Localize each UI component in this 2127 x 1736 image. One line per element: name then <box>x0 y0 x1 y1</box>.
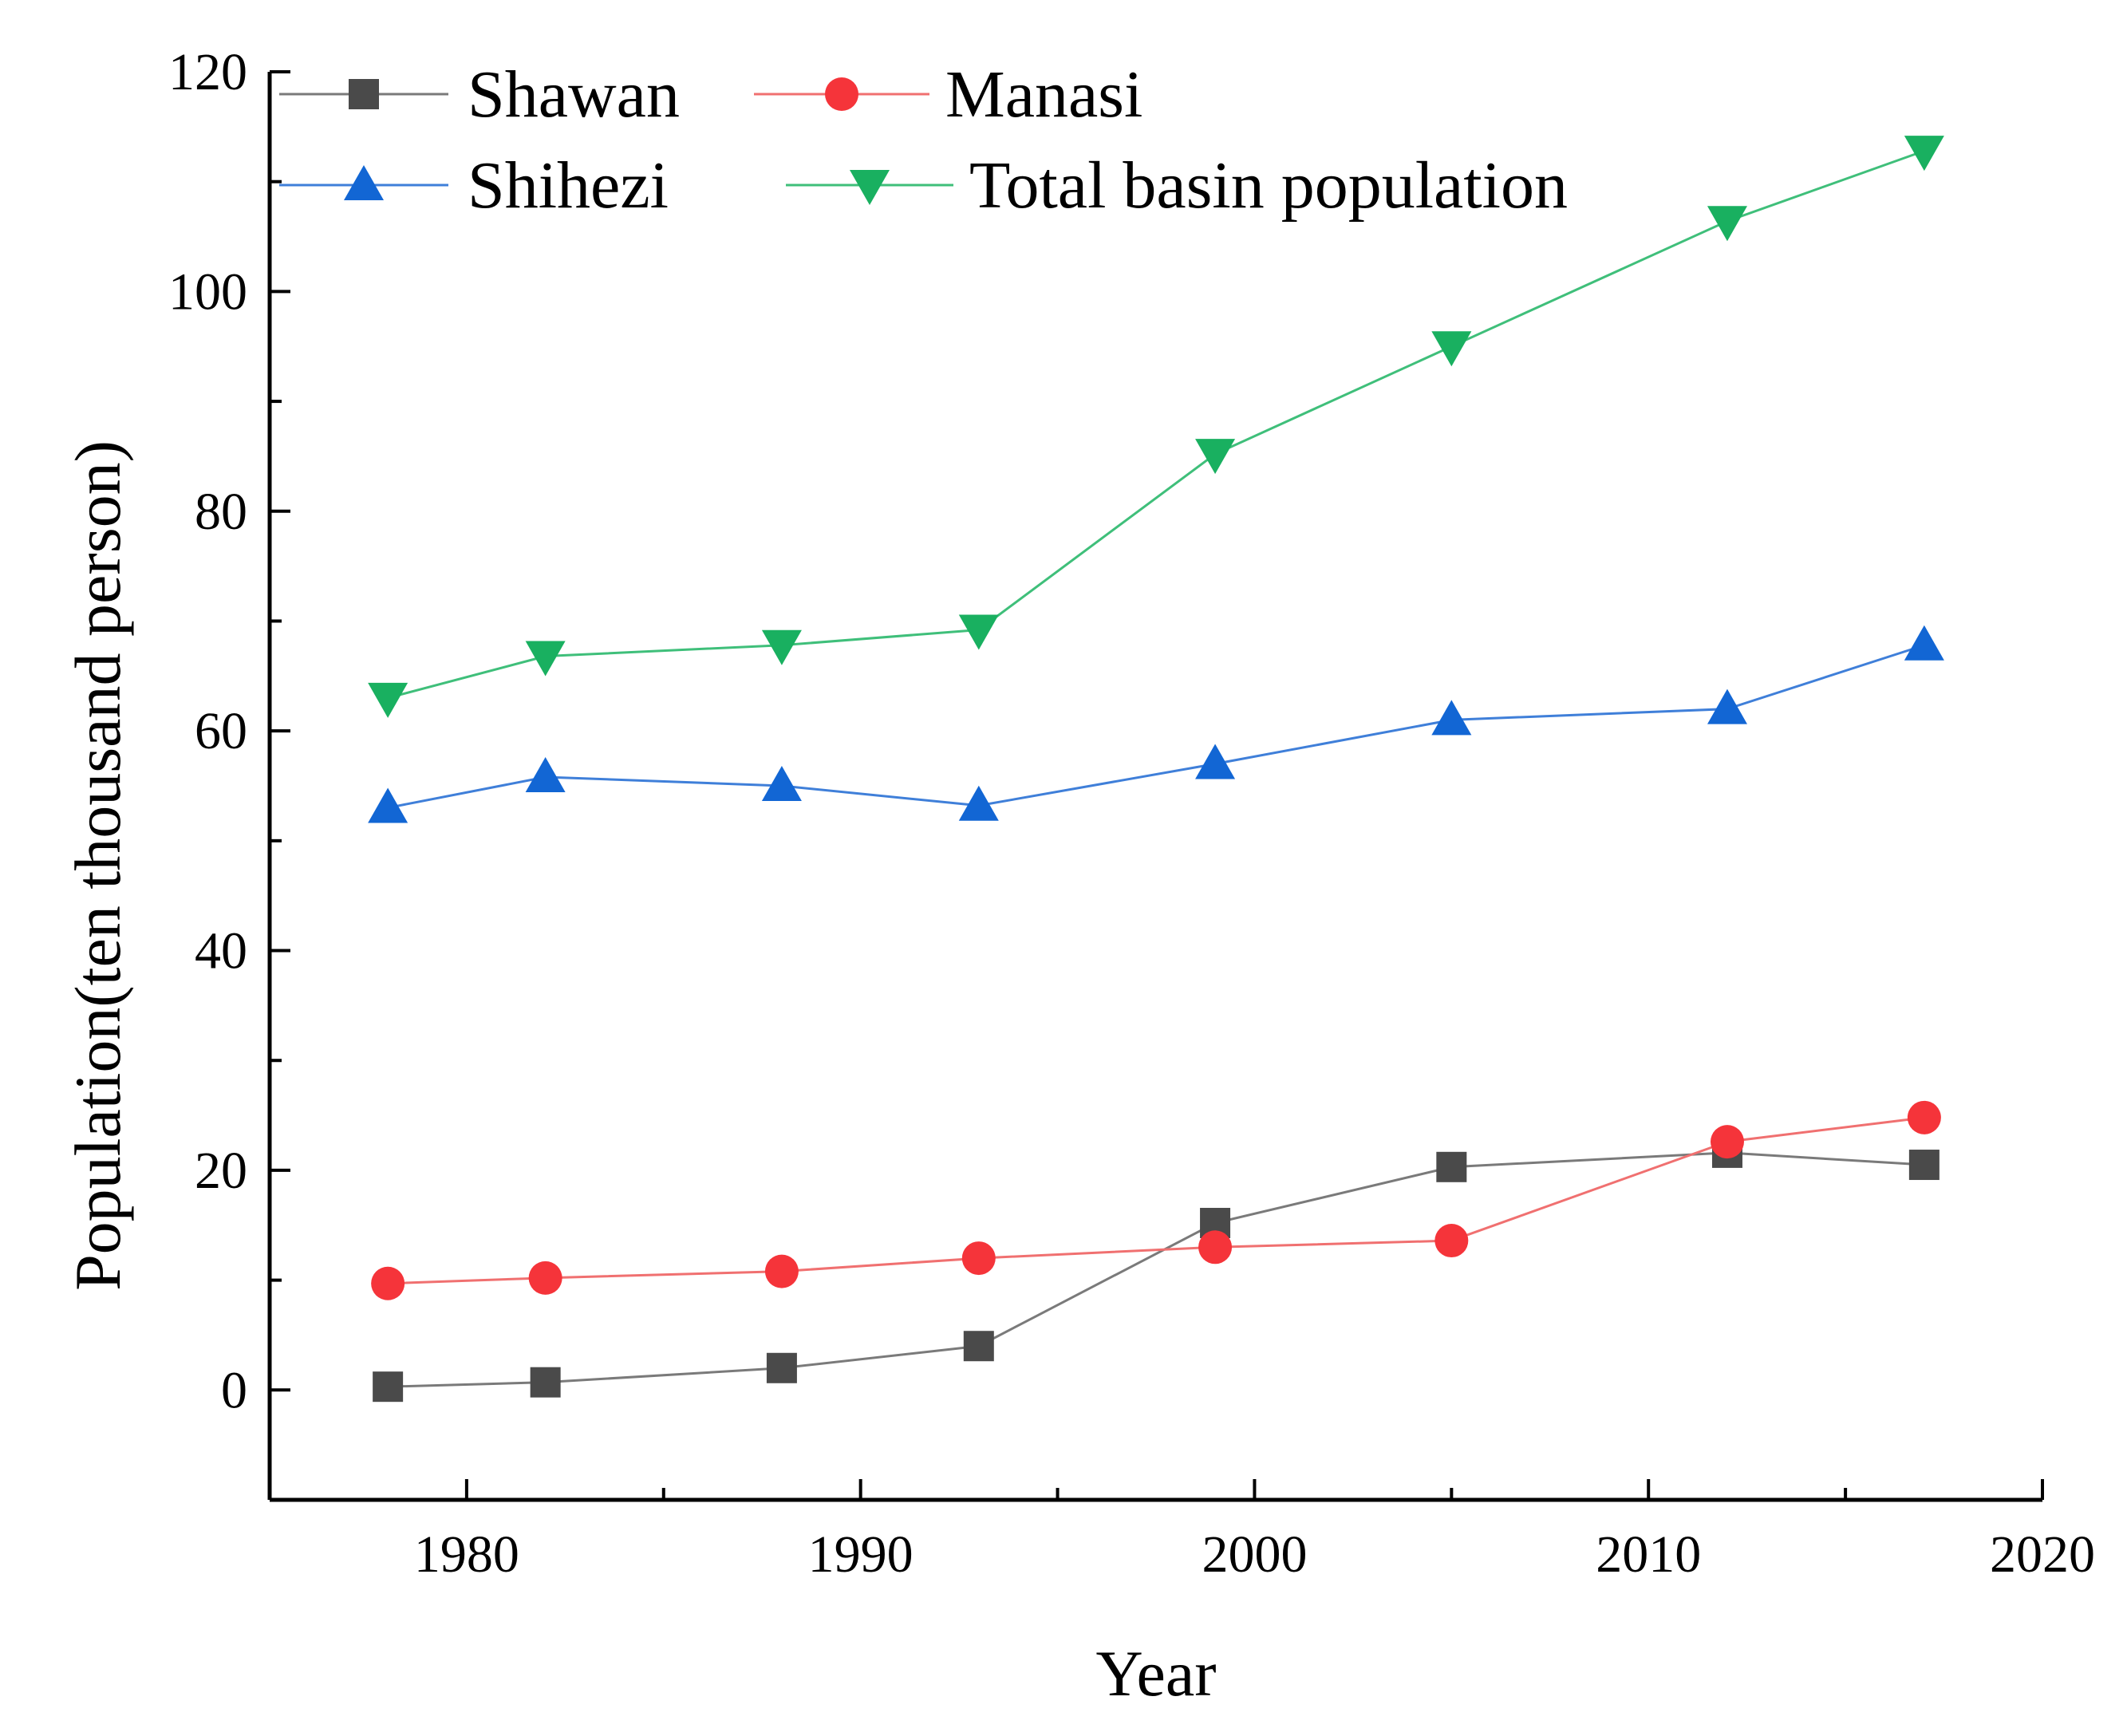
data-point-shawan <box>530 1367 561 1398</box>
y-axis-title: Population(ten thousand person) <box>61 440 134 1291</box>
legend-label: Total basin population <box>969 148 1568 223</box>
axes <box>267 72 2042 1502</box>
data-point-shihezi <box>958 785 999 821</box>
y-tick-label: 40 <box>195 922 247 980</box>
y-tick-label: 60 <box>195 702 247 760</box>
legend-label: Manasi <box>945 57 1142 132</box>
data-point-shihezi <box>525 756 566 792</box>
x-tick-label: 1990 <box>808 1525 914 1584</box>
data-point-shihezi <box>1195 744 1236 779</box>
series-line-manasi <box>388 1116 1925 1285</box>
y-tick-label: 0 <box>221 1361 247 1419</box>
data-point-shawan <box>373 1371 404 1403</box>
series-shawan <box>373 1137 1940 1403</box>
legend-marker <box>825 77 858 111</box>
series-line-shawan <box>388 1151 1924 1388</box>
data-point-shawan <box>1436 1151 1467 1182</box>
legend-marker <box>850 170 890 205</box>
data-point-manasi <box>528 1261 562 1295</box>
data-point-total-basin-population <box>1195 439 1236 475</box>
data-point-shawan <box>766 1352 797 1383</box>
data-point-total-basin-population <box>761 629 802 665</box>
data-point-manasi <box>1907 1100 1941 1134</box>
series-group <box>368 136 1944 1403</box>
legend-marker <box>344 165 384 200</box>
data-point-shihezi <box>761 766 802 801</box>
data-point-shihezi <box>1904 625 1944 661</box>
data-point-total-basin-population <box>368 682 408 718</box>
x-tick-label: 2000 <box>1202 1525 1307 1584</box>
data-point-shihezi <box>1431 700 1472 736</box>
legend-item-manasi: Manasi <box>754 57 1142 132</box>
x-tick-label: 2010 <box>1596 1525 1701 1584</box>
ticks: 0 20 40 60 80 100 120 1980 1990 2000 2010 2020 <box>168 43 2095 1584</box>
data-point-manasi <box>371 1266 405 1300</box>
data-point-total-basin-population <box>1707 206 1747 242</box>
legend-item-shawan: Shawan <box>279 57 680 132</box>
legend-item-total-basin-population: Total basin population <box>786 148 1568 223</box>
data-point-shihezi <box>1707 688 1747 724</box>
series-shihezi <box>368 625 1944 823</box>
data-point-manasi <box>1434 1224 1469 1258</box>
data-point-manasi <box>764 1254 799 1288</box>
data-point-shawan <box>963 1331 994 1362</box>
y-tick-label: 100 <box>168 262 247 321</box>
legend: Shawan Manasi Shihezi Total basin populatio… <box>279 57 1568 223</box>
x-axis-title: Year <box>1095 1637 1216 1710</box>
series-manasi <box>371 1100 1941 1300</box>
data-point-total-basin-population <box>958 614 999 650</box>
series-line-total-basin-population <box>387 149 1925 700</box>
y-tick-label: 120 <box>168 43 247 101</box>
x-tick-label: 1980 <box>414 1525 519 1584</box>
data-point-manasi <box>961 1241 996 1276</box>
legend-label: Shihezi <box>468 148 669 223</box>
legend-item-shihezi: Shihezi <box>279 148 669 223</box>
data-point-manasi <box>1198 1230 1233 1265</box>
x-tick-label: 2020 <box>1990 1525 2095 1584</box>
data-point-total-basin-population <box>1431 331 1472 367</box>
series-line-shihezi <box>387 644 1925 810</box>
data-point-shawan <box>1908 1150 1940 1181</box>
data-point-manasi <box>1710 1125 1744 1159</box>
y-tick-label: 20 <box>195 1142 247 1200</box>
data-point-shihezi <box>368 787 408 823</box>
legend-marker <box>349 79 379 109</box>
data-point-total-basin-population <box>1904 136 1944 172</box>
legend-label: Shawan <box>468 57 680 132</box>
y-tick-label: 80 <box>195 483 247 541</box>
data-point-total-basin-population <box>525 641 566 677</box>
series-total-basin-population <box>368 136 1944 718</box>
